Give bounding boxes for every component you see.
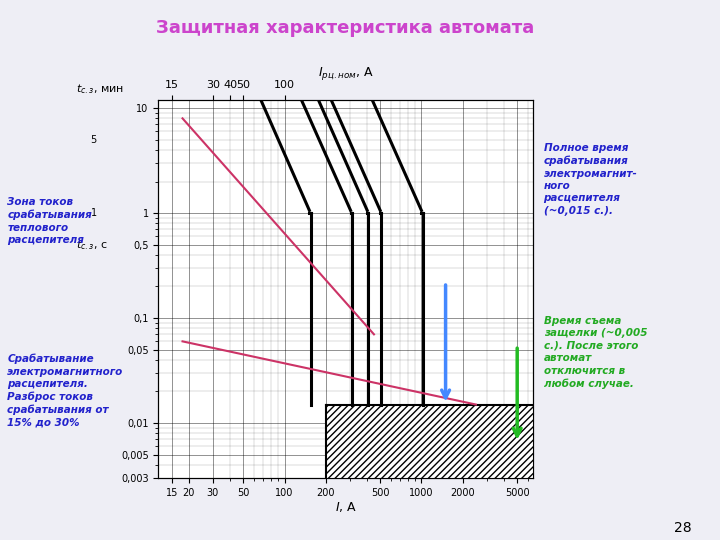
X-axis label: $I_{рц.ном}$, А: $I_{рц.ном}$, А — [318, 65, 374, 82]
Text: 1: 1 — [91, 208, 96, 218]
Text: $t_{с.з}$, с: $t_{с.з}$, с — [76, 238, 107, 252]
Text: Защитная характеристика автомата: Защитная характеристика автомата — [156, 19, 535, 37]
Text: Время съема
защелки (~0,005
с.). После этого
автомат
отключится в
любом случае.: Время съема защелки (~0,005 с.). После э… — [544, 316, 647, 389]
Text: 28: 28 — [674, 521, 691, 535]
X-axis label: $I$, А: $I$, А — [335, 501, 356, 515]
Polygon shape — [325, 404, 539, 478]
Text: $t_{с.з}$, мин: $t_{с.з}$, мин — [76, 82, 124, 96]
Text: 5: 5 — [91, 135, 96, 145]
Text: Зона токов
срабатывания
теплового
расцепителя: Зона токов срабатывания теплового расцеп… — [7, 197, 92, 245]
Text: Срабатывание
электромагнитного
расцепителя.
Разброс токов
срабатывания от
15% до: Срабатывание электромагнитного расцепите… — [7, 354, 123, 428]
Text: Полное время
срабатывания
электромагнит-
ного
расцепителя
(~0,015 с.).: Полное время срабатывания электромагнит-… — [544, 143, 637, 216]
